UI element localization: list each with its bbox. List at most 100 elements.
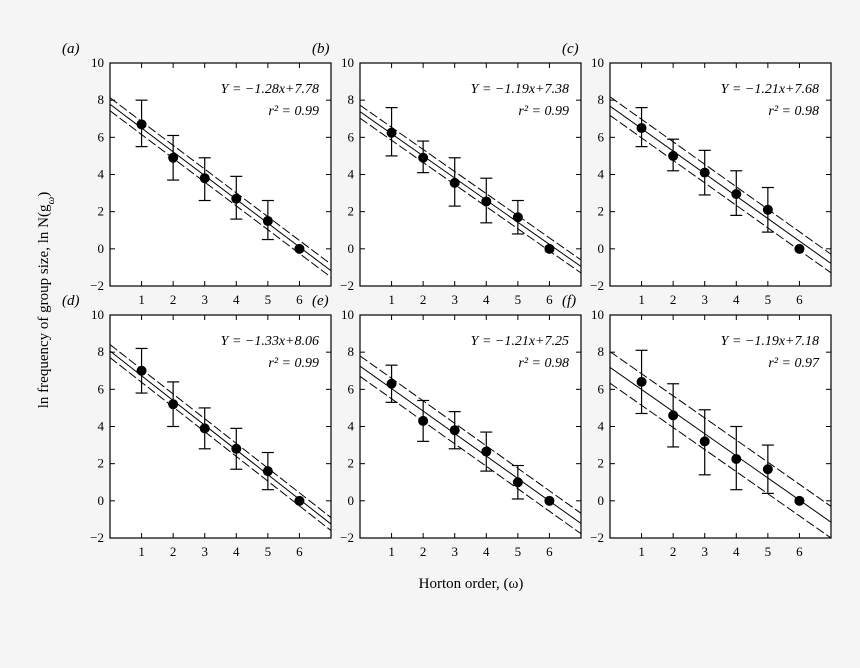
plot-frame xyxy=(359,314,582,539)
regression-line xyxy=(610,105,831,264)
data-point xyxy=(199,423,210,434)
data-point xyxy=(699,167,710,178)
y-tick-label: 2 xyxy=(348,204,355,219)
data-point xyxy=(386,127,397,138)
x-tick-label: 2 xyxy=(420,544,427,559)
y-tick-label: 0 xyxy=(98,493,105,508)
y-tick-label: 8 xyxy=(98,344,105,359)
x-tick-label: 5 xyxy=(515,544,522,559)
y-tick-label: −2 xyxy=(340,278,354,293)
data-point xyxy=(418,415,429,426)
x-tick-label: 6 xyxy=(546,292,553,307)
x-tick-label: 2 xyxy=(420,292,427,307)
regression-line xyxy=(110,103,331,272)
data-point xyxy=(636,376,647,387)
x-tick-label: 1 xyxy=(638,292,645,307)
confidence-band-upper xyxy=(610,351,831,507)
y-axis-label-main: ln frequency of group size, ln N(g xyxy=(36,204,52,408)
confidence-band-upper xyxy=(360,104,581,261)
confidence-band-upper xyxy=(610,96,831,255)
x-tick-label: 3 xyxy=(201,292,208,307)
y-tick-label: 8 xyxy=(348,344,355,359)
data-point xyxy=(231,443,242,454)
data-point xyxy=(794,495,805,506)
data-point xyxy=(668,150,679,161)
x-tick-label: 2 xyxy=(670,544,677,559)
y-tick-label: 4 xyxy=(98,419,105,434)
y-tick-label: 4 xyxy=(348,167,355,182)
fit-lines xyxy=(610,96,831,274)
panel-label: (a) xyxy=(62,41,80,57)
x-tick-label: 4 xyxy=(483,544,490,559)
r-squared: r² = 0.98 xyxy=(768,104,819,119)
panel-label: (d) xyxy=(62,293,80,309)
y-tick-label: 6 xyxy=(598,381,605,396)
panel-label: (f) xyxy=(562,293,576,309)
fit-lines xyxy=(360,355,581,535)
data-point xyxy=(199,173,210,184)
r-squared: r² = 0.98 xyxy=(518,356,569,371)
x-tick-label: 5 xyxy=(265,544,272,559)
x-tick-label: 1 xyxy=(638,544,645,559)
plot-frame xyxy=(359,62,582,287)
x-tick-label: 2 xyxy=(170,292,177,307)
y-tick-label: −2 xyxy=(90,278,104,293)
y-tick-label: 6 xyxy=(348,129,355,144)
x-tick-label: 6 xyxy=(796,544,803,559)
regression-equation: Y = −1.28x+7.78 xyxy=(221,82,319,97)
x-tick-label: 5 xyxy=(265,292,272,307)
y-axis-label: ln frequency of group size, ln N(gω) xyxy=(36,192,57,408)
x-tick-label: 6 xyxy=(546,544,553,559)
x-tick-label: 4 xyxy=(733,292,740,307)
regression-line xyxy=(610,366,831,523)
y-tick-label: 10 xyxy=(591,307,604,322)
y-tick-label: 6 xyxy=(98,381,105,396)
plot-frame xyxy=(609,62,832,287)
confidence-band-lower xyxy=(360,375,581,535)
y-axis-label-close: ) xyxy=(36,192,52,197)
data-point xyxy=(512,477,523,488)
r-squared: r² = 0.99 xyxy=(268,104,319,119)
y-tick-label: 0 xyxy=(348,493,355,508)
x-tick-label: 2 xyxy=(170,544,177,559)
data-point xyxy=(231,193,242,204)
x-tick-label: 6 xyxy=(796,292,803,307)
x-tick-label: 4 xyxy=(483,292,490,307)
r-squared: r² = 0.99 xyxy=(268,356,319,371)
confidence-band-lower xyxy=(610,114,831,274)
data-point xyxy=(668,410,679,421)
data-point xyxy=(449,425,460,436)
fit-lines xyxy=(110,97,331,278)
data-point xyxy=(294,495,305,506)
y-tick-label: 10 xyxy=(91,307,104,322)
y-tick-label: 10 xyxy=(341,55,354,70)
data-point xyxy=(762,204,773,215)
y-axis-label-sub: ω xyxy=(45,197,57,205)
y-tick-label: 0 xyxy=(598,241,605,256)
x-tick-label: 1 xyxy=(388,292,395,307)
x-tick-label: 5 xyxy=(515,292,522,307)
y-tick-label: 2 xyxy=(598,456,605,471)
y-tick-label: 10 xyxy=(591,55,604,70)
plot-frame xyxy=(609,314,832,539)
y-tick-label: 10 xyxy=(341,307,354,322)
data-point xyxy=(168,399,179,410)
x-tick-label: 5 xyxy=(765,544,772,559)
data-point xyxy=(762,464,773,475)
x-tick-label: 1 xyxy=(138,292,145,307)
panel-label: (c) xyxy=(562,41,579,57)
data-point xyxy=(731,454,742,465)
x-tick-label: 3 xyxy=(701,292,708,307)
y-tick-label: −2 xyxy=(90,530,104,545)
data-point xyxy=(544,495,555,506)
y-tick-label: 10 xyxy=(91,55,104,70)
r-squared: r² = 0.97 xyxy=(768,356,820,371)
fit-lines xyxy=(610,351,831,538)
x-tick-label: 3 xyxy=(701,544,708,559)
x-tick-label: 4 xyxy=(733,544,740,559)
